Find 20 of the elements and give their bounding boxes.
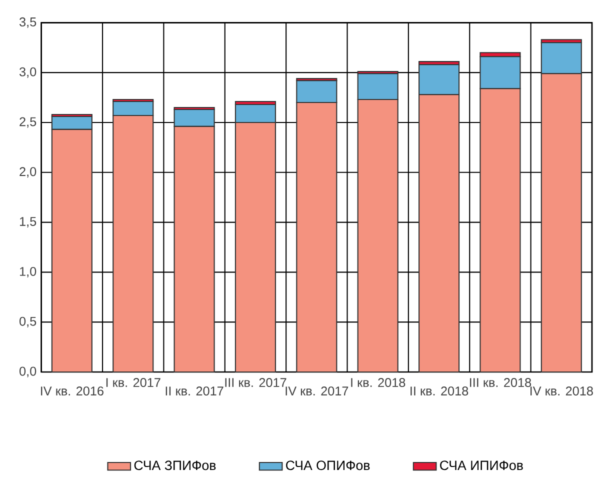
legend-label: СЧА ОПИФов — [286, 460, 370, 470]
y-tick-label: 3,0 — [20, 67, 36, 78]
x-tick-label: IV кв. 2016 — [41, 386, 104, 396]
x-tick-label: IV кв. 2017 — [286, 386, 348, 396]
x-tick-label: III кв. 2017 — [225, 378, 286, 388]
y-tick-label: 1,5 — [20, 217, 36, 228]
x-tick-label: I кв. 2017 — [106, 378, 160, 388]
legend-label: СЧА ИПИФов — [440, 460, 523, 470]
x-tick-label: III кв. 2018 — [470, 378, 532, 388]
y-tick-label: 0,5 — [20, 316, 36, 328]
x-tick-label: IV кв. 2018 — [530, 386, 593, 396]
y-tick-label: 3,5 — [20, 17, 36, 28]
x-tick-label: I кв. 2018 — [351, 378, 406, 388]
y-tick-label: 2,0 — [20, 167, 36, 178]
y-tick-label: 1,0 — [20, 266, 36, 278]
x-tick-label: II кв. 2017 — [166, 386, 224, 396]
y-tick-label: 0,0 — [20, 366, 36, 378]
y-tick-label: 2,5 — [20, 117, 36, 128]
x-tick-label: II кв. 2018 — [410, 386, 468, 396]
legend-label: СЧА ЗПИФов — [134, 460, 216, 470]
